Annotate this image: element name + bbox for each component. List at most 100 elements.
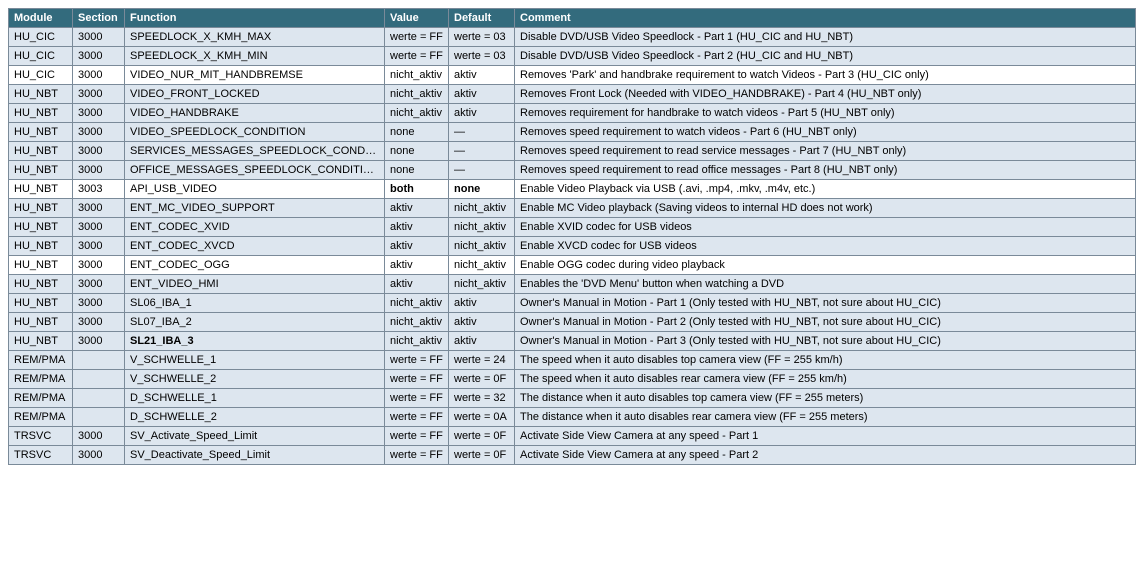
cell-default: werte = 24: [449, 351, 515, 370]
cell-section: 3000: [73, 256, 125, 275]
col-header-comment: Comment: [515, 9, 1136, 28]
cell-section: [73, 351, 125, 370]
cell-value: werte = FF: [385, 446, 449, 465]
cell-module: HU_NBT: [9, 313, 73, 332]
cell-module: HU_NBT: [9, 294, 73, 313]
col-header-module: Module: [9, 9, 73, 28]
table-row: HU_CIC3000SPEEDLOCK_X_KMH_MAXwerte = FFw…: [9, 28, 1136, 47]
cell-value: nicht_aktiv: [385, 332, 449, 351]
cell-value: aktiv: [385, 218, 449, 237]
cell-function: V_SCHWELLE_1: [125, 351, 385, 370]
cell-function: ENT_CODEC_XVID: [125, 218, 385, 237]
cell-section: 3000: [73, 104, 125, 123]
cell-section: 3000: [73, 28, 125, 47]
cell-value: none: [385, 161, 449, 180]
cell-value: werte = FF: [385, 389, 449, 408]
cell-value: aktiv: [385, 199, 449, 218]
cell-module: HU_CIC: [9, 47, 73, 66]
cell-comment: Enables the 'DVD Menu' button when watch…: [515, 275, 1136, 294]
cell-value: werte = FF: [385, 47, 449, 66]
table-row: REM/PMAD_SCHWELLE_1werte = FFwerte = 32T…: [9, 389, 1136, 408]
cell-value: werte = FF: [385, 408, 449, 427]
cell-module: HU_CIC: [9, 28, 73, 47]
cell-module: TRSVC: [9, 446, 73, 465]
cell-value: werte = FF: [385, 28, 449, 47]
cell-comment: Removes speed requirement to read servic…: [515, 142, 1136, 161]
cell-comment: Activate Side View Camera at any speed -…: [515, 446, 1136, 465]
cell-section: [73, 370, 125, 389]
cell-value: nicht_aktiv: [385, 66, 449, 85]
cell-default: werte = 03: [449, 28, 515, 47]
cell-comment: Enable OGG codec during video playback: [515, 256, 1136, 275]
table-row: HU_NBT3000OFFICE_MESSAGES_SPEEDLOCK_COND…: [9, 161, 1136, 180]
cell-default: aktiv: [449, 313, 515, 332]
cell-module: REM/PMA: [9, 389, 73, 408]
table-row: HU_NBT3000SL21_IBA_3nicht_aktivaktivOwne…: [9, 332, 1136, 351]
cell-default: —: [449, 142, 515, 161]
cell-module: HU_CIC: [9, 66, 73, 85]
cell-comment: Removes Front Lock (Needed with VIDEO_HA…: [515, 85, 1136, 104]
cell-comment: Enable Video Playback via USB (.avi, .mp…: [515, 180, 1136, 199]
cell-value: none: [385, 123, 449, 142]
table-row: REM/PMAV_SCHWELLE_2werte = FFwerte = 0FT…: [9, 370, 1136, 389]
cell-comment: Activate Side View Camera at any speed -…: [515, 427, 1136, 446]
table-row: HU_NBT3000SERVICES_MESSAGES_SPEEDLOCK_CO…: [9, 142, 1136, 161]
cell-value: nicht_aktiv: [385, 294, 449, 313]
cell-module: REM/PMA: [9, 351, 73, 370]
cell-value: werte = FF: [385, 427, 449, 446]
cell-module: HU_NBT: [9, 256, 73, 275]
cell-function: SV_Activate_Speed_Limit: [125, 427, 385, 446]
cell-comment: The speed when it auto disables rear cam…: [515, 370, 1136, 389]
cell-default: werte = 0F: [449, 446, 515, 465]
table-row: HU_NBT3003API_USB_VIDEObothnoneEnable Vi…: [9, 180, 1136, 199]
cell-section: 3000: [73, 294, 125, 313]
cell-section: 3000: [73, 218, 125, 237]
table-row: HU_NBT3000VIDEO_FRONT_LOCKEDnicht_aktiva…: [9, 85, 1136, 104]
cell-value: none: [385, 142, 449, 161]
table-row: HU_NBT3000ENT_CODEC_XVIDaktivnicht_aktiv…: [9, 218, 1136, 237]
cell-module: TRSVC: [9, 427, 73, 446]
cell-section: 3000: [73, 446, 125, 465]
table-header-row: Module Section Function Value Default Co…: [9, 9, 1136, 28]
cell-module: HU_NBT: [9, 180, 73, 199]
cell-comment: The distance when it auto disables rear …: [515, 408, 1136, 427]
cell-function: API_USB_VIDEO: [125, 180, 385, 199]
cell-default: aktiv: [449, 332, 515, 351]
cell-comment: Removes speed requirement to watch video…: [515, 123, 1136, 142]
cell-function: VIDEO_HANDBRAKE: [125, 104, 385, 123]
cell-module: HU_NBT: [9, 237, 73, 256]
cell-value: aktiv: [385, 256, 449, 275]
cell-section: 3000: [73, 47, 125, 66]
cell-comment: Removes requirement for handbrake to wat…: [515, 104, 1136, 123]
cell-comment: Enable XVID codec for USB videos: [515, 218, 1136, 237]
cell-comment: Disable DVD/USB Video Speedlock - Part 2…: [515, 47, 1136, 66]
cell-default: werte = 0A: [449, 408, 515, 427]
cell-comment: Enable XVCD codec for USB videos: [515, 237, 1136, 256]
cell-default: nicht_aktiv: [449, 218, 515, 237]
cell-module: HU_NBT: [9, 199, 73, 218]
cell-value: aktiv: [385, 237, 449, 256]
table-row: REM/PMAD_SCHWELLE_2werte = FFwerte = 0AT…: [9, 408, 1136, 427]
cell-section: [73, 389, 125, 408]
cell-function: D_SCHWELLE_1: [125, 389, 385, 408]
table-row: TRSVC3000SV_Activate_Speed_Limitwerte = …: [9, 427, 1136, 446]
cell-section: 3000: [73, 237, 125, 256]
cell-comment: The distance when it auto disables top c…: [515, 389, 1136, 408]
cell-section: [73, 408, 125, 427]
col-header-section: Section: [73, 9, 125, 28]
cell-default: aktiv: [449, 85, 515, 104]
cell-function: ENT_MC_VIDEO_SUPPORT: [125, 199, 385, 218]
cell-default: aktiv: [449, 294, 515, 313]
cell-value: both: [385, 180, 449, 199]
table-row: HU_NBT3000ENT_MC_VIDEO_SUPPORTaktivnicht…: [9, 199, 1136, 218]
table-row: REM/PMAV_SCHWELLE_1werte = FFwerte = 24T…: [9, 351, 1136, 370]
cell-comment: Disable DVD/USB Video Speedlock - Part 1…: [515, 28, 1136, 47]
table-row: HU_NBT3000ENT_CODEC_OGGaktivnicht_aktivE…: [9, 256, 1136, 275]
cell-module: HU_NBT: [9, 332, 73, 351]
cell-section: 3000: [73, 142, 125, 161]
cell-comment: Owner's Manual in Motion - Part 1 (Only …: [515, 294, 1136, 313]
cell-function: D_SCHWELLE_2: [125, 408, 385, 427]
cell-value: aktiv: [385, 275, 449, 294]
col-header-value: Value: [385, 9, 449, 28]
cell-default: werte = 0F: [449, 370, 515, 389]
